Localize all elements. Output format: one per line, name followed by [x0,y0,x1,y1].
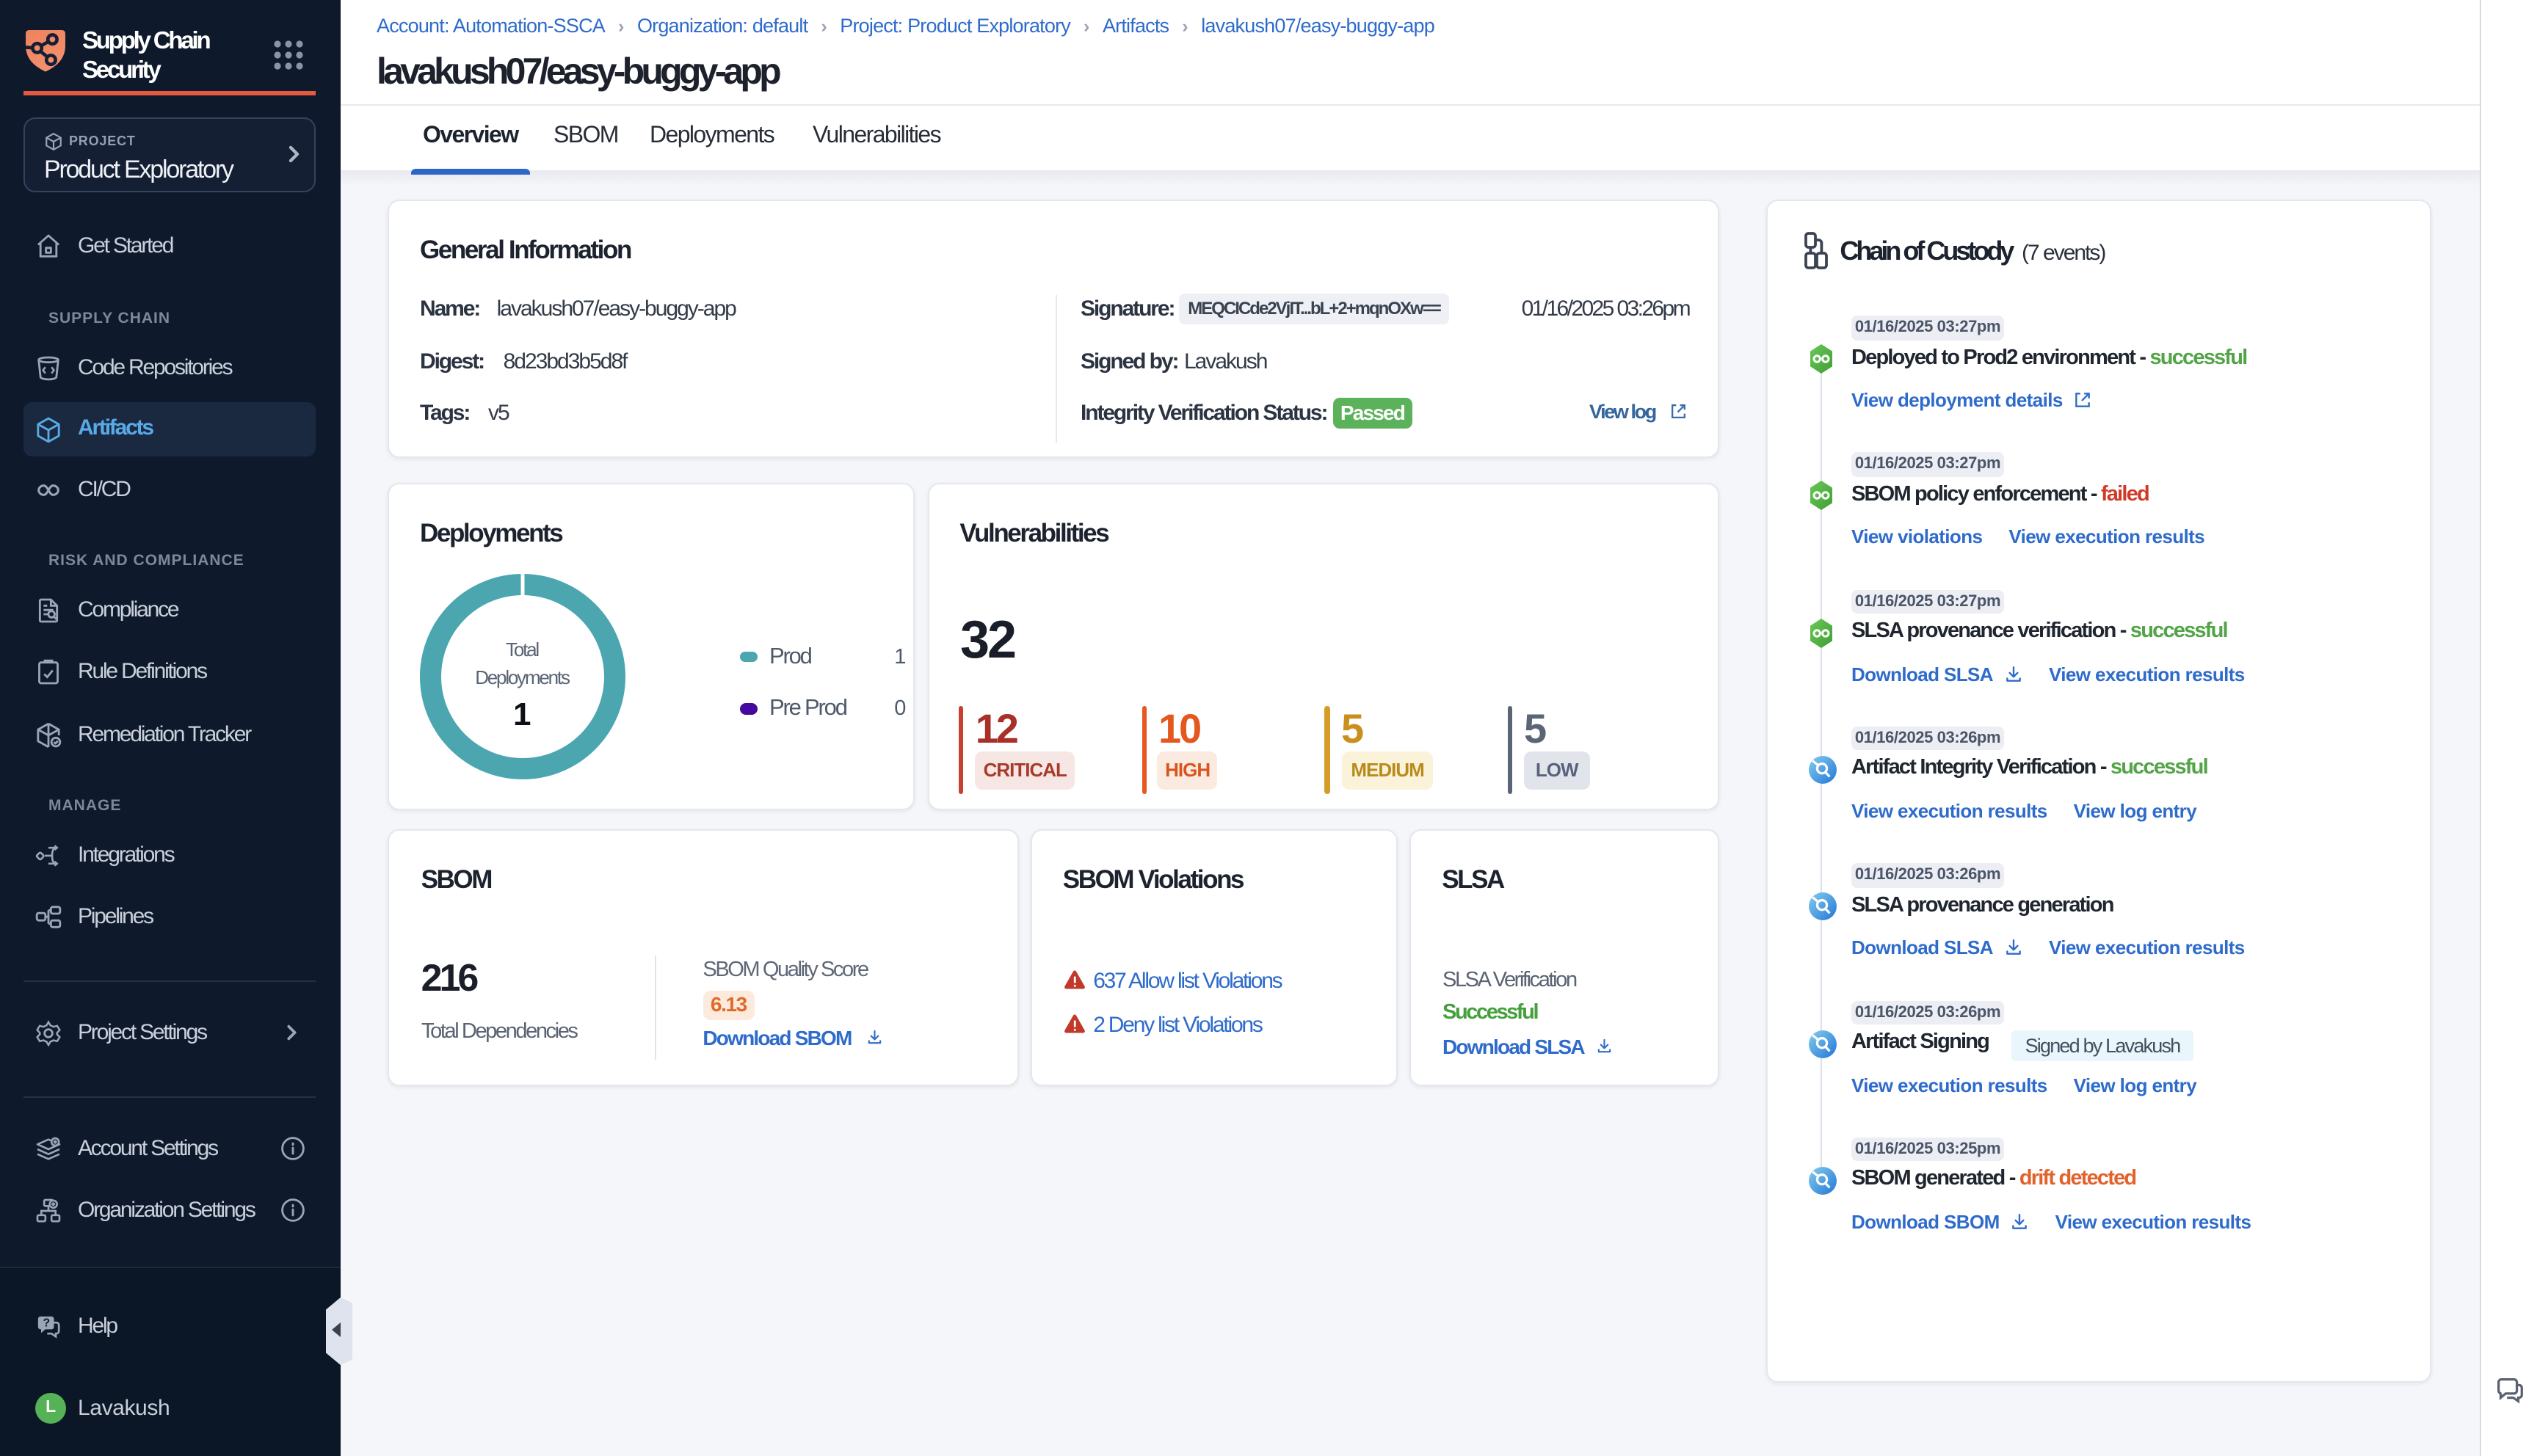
svg-text:?: ? [43,1317,50,1330]
